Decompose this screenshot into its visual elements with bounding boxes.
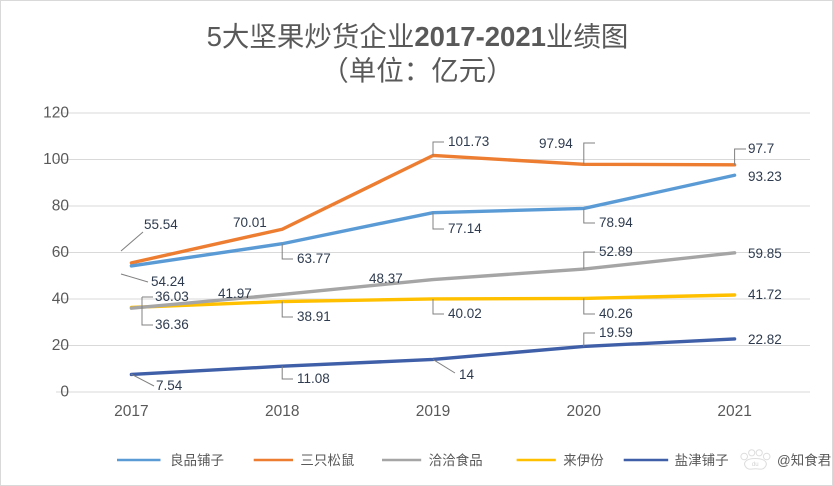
svg-text:70.01: 70.01	[233, 215, 267, 230]
svg-text:2019: 2019	[416, 403, 450, 420]
svg-text:60: 60	[52, 244, 70, 261]
svg-text:22.82: 22.82	[748, 332, 782, 347]
svg-text:40.02: 40.02	[448, 306, 482, 321]
svg-text:41.97: 41.97	[218, 286, 252, 301]
svg-text:40: 40	[52, 291, 70, 308]
svg-text:41.72: 41.72	[748, 287, 782, 302]
svg-text:20: 20	[52, 337, 70, 354]
svg-text:2020: 2020	[567, 403, 602, 420]
svg-text:36.03: 36.03	[155, 289, 189, 304]
svg-text:洽洽食品: 洽洽食品	[429, 452, 483, 468]
svg-text:7.54: 7.54	[156, 378, 183, 393]
svg-text:52.89: 52.89	[599, 244, 633, 259]
svg-text:97.94: 97.94	[539, 136, 573, 151]
svg-text:du: du	[752, 462, 759, 468]
svg-text:14: 14	[459, 367, 475, 382]
svg-text:2017: 2017	[114, 403, 148, 420]
svg-text:78.94: 78.94	[599, 215, 633, 230]
svg-text:@知食君: @知食君	[777, 452, 831, 468]
svg-text:来伊份: 来伊份	[563, 453, 604, 468]
svg-text:良品铺子: 良品铺子	[170, 453, 224, 468]
svg-text:59.85: 59.85	[748, 246, 782, 261]
svg-text:101.73: 101.73	[448, 134, 489, 149]
svg-text:0: 0	[60, 384, 69, 401]
svg-text:40.26: 40.26	[599, 306, 633, 321]
svg-text:120: 120	[43, 105, 69, 122]
svg-text:77.14: 77.14	[448, 221, 482, 236]
svg-text:盐津铺子: 盐津铺子	[675, 453, 729, 468]
svg-text:11.08: 11.08	[297, 371, 330, 386]
svg-text:19.59: 19.59	[599, 325, 633, 340]
svg-text:36.36: 36.36	[155, 317, 189, 332]
svg-text:55.54: 55.54	[144, 217, 178, 232]
svg-text:2021: 2021	[717, 403, 751, 420]
svg-text:63.77: 63.77	[297, 251, 331, 266]
svg-text:48.37: 48.37	[369, 271, 403, 286]
svg-text:93.23: 93.23	[748, 169, 782, 184]
svg-text:2018: 2018	[265, 403, 299, 420]
svg-text:38.91: 38.91	[297, 309, 331, 324]
svg-text:三只松鼠: 三只松鼠	[300, 453, 354, 468]
svg-text:97.7: 97.7	[748, 141, 774, 156]
svg-text:54.24: 54.24	[151, 274, 185, 289]
svg-text:100: 100	[43, 151, 69, 168]
svg-text:80: 80	[52, 198, 70, 215]
